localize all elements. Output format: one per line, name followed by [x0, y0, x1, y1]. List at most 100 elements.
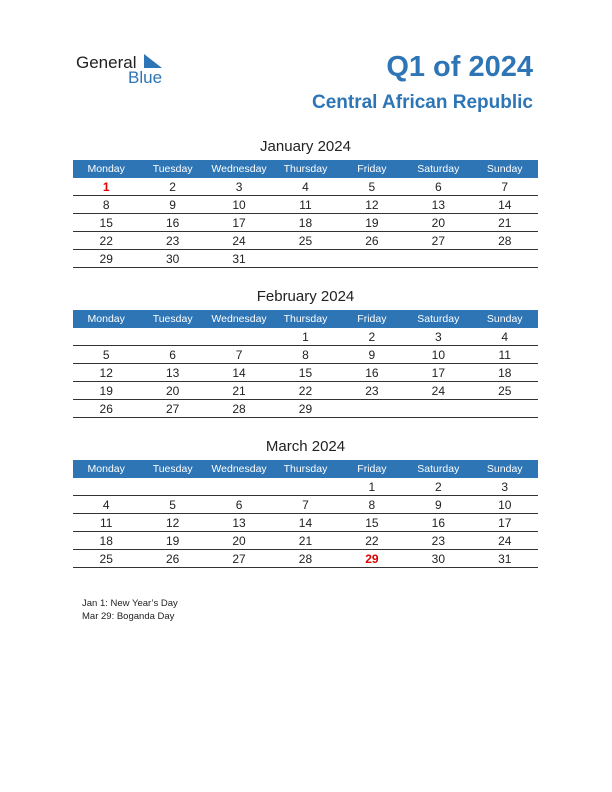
day-cell: 31 [498, 552, 512, 566]
empty-day-cell [73, 329, 139, 345]
day-cell: 2 [169, 180, 176, 194]
day-cell: 19 [165, 534, 180, 548]
day-cell: 17 [431, 366, 445, 380]
day-cell: 8 [302, 348, 309, 362]
day-cell: 15 [365, 516, 379, 530]
week-row: 18 19 20 21 22 23 24 [73, 533, 538, 550]
weekday-label: Tuesday [152, 163, 193, 175]
empty-day-cell [73, 479, 139, 495]
day-cell: 15 [298, 366, 313, 380]
day-cell: 19 [365, 216, 379, 230]
weekday-label: Thursday [283, 163, 328, 175]
day-cell: 8 [368, 498, 376, 512]
weekday-label: Monday [87, 163, 125, 175]
day-cell: 10 [498, 498, 512, 512]
day-cell: 12 [99, 366, 113, 380]
day-cell: 14 [298, 516, 313, 530]
day-cell: 22 [298, 384, 313, 398]
week-row: 1 2 3 [73, 479, 538, 496]
day-cell: 28 [498, 234, 512, 248]
empty-day-cell [405, 251, 471, 267]
day-cell: 21 [298, 534, 313, 548]
day-cell: 29 [365, 552, 379, 566]
week-row: 5 6 7 8 9 10 11 [73, 347, 538, 364]
week-row: 19 20 21 22 23 24 25 [73, 383, 538, 400]
week-row: 26 27 28 29 [73, 401, 538, 418]
day-cell: 3 [434, 330, 442, 344]
empty-day-cell [272, 479, 338, 495]
day-cell: 28 [232, 402, 246, 416]
weekday-label: Tuesday [152, 463, 193, 475]
day-cell: 6 [434, 180, 442, 194]
weekday-header: Monday Tuesday Wednesday Thursday Friday Satu… [73, 310, 538, 328]
day-cell: 14 [498, 198, 512, 212]
day-cell: 15 [99, 216, 113, 230]
day-cell: 11 [99, 516, 113, 530]
day-cell: 11 [498, 348, 511, 362]
empty-day-cell [339, 251, 405, 267]
day-cell: 13 [232, 516, 246, 530]
day-cell: 31 [232, 252, 246, 266]
day-cell: 9 [169, 198, 176, 212]
day-cell: 21 [498, 216, 512, 230]
week-row: 29 30 31 [73, 251, 538, 268]
day-cell: 13 [165, 366, 180, 380]
day-cell: 26 [165, 552, 180, 566]
day-cell: 7 [501, 180, 509, 194]
day-cell: 1 [302, 330, 309, 344]
week-row: 22 23 24 25 26 27 28 [73, 233, 538, 250]
day-cell: 24 [232, 234, 246, 248]
weekday-label: Friday [357, 163, 387, 175]
week-row: 15 16 17 18 19 20 21 [73, 215, 538, 232]
day-cell: 1 [368, 480, 376, 494]
day-cell: 5 [169, 498, 176, 512]
empty-day-cell [405, 401, 471, 417]
weekday-label: Wednesday [211, 463, 267, 475]
day-cell: 23 [165, 234, 180, 248]
weekday-label: Wednesday [211, 163, 267, 175]
day-cell: 2 [368, 330, 376, 344]
day-cell: 22 [365, 534, 379, 548]
weekday-label: Wednesday [211, 313, 267, 325]
weekday-label: Saturday [417, 163, 460, 175]
day-cell: 11 [299, 198, 312, 212]
holiday-note: Jan 1: New Year’s Day [82, 598, 178, 609]
day-cell: 20 [232, 534, 246, 548]
weekday-label: Friday [357, 463, 387, 475]
month-february: February 2024 Monday Tuesday Wednesday Thurs… [73, 287, 538, 418]
weekday-label: Friday [357, 313, 387, 325]
empty-day-cell [272, 251, 338, 267]
week-row: 1 2 3 4 [73, 329, 538, 346]
week-row: 12 13 14 15 16 17 18 [73, 365, 538, 382]
day-cell: 10 [431, 348, 445, 362]
day-cell: 25 [498, 384, 512, 398]
month-title: February 2024 [256, 288, 355, 305]
weekday-label: Thursday [283, 463, 328, 475]
day-cell: 29 [298, 402, 313, 416]
day-cell: 19 [99, 384, 113, 398]
logo-flag-icon [144, 54, 162, 68]
day-cell: 4 [501, 330, 509, 344]
day-cell: 21 [232, 384, 246, 398]
day-cell: 2 [434, 480, 442, 494]
month-march: March 2024 Monday Tuesday Wednesday Thursday… [73, 437, 538, 568]
logo-general-text: General [76, 53, 137, 72]
day-cell: 27 [165, 402, 180, 416]
weekday-header: Monday Tuesday Wednesday Thursday Friday Satu… [73, 160, 538, 178]
day-cell: 6 [235, 498, 243, 512]
week-row: 1 2 3 4 5 6 7 [73, 179, 538, 196]
day-cell: 6 [169, 348, 176, 362]
day-cell: 26 [99, 402, 113, 416]
day-cell: 30 [431, 552, 445, 566]
page-title: Q1 of 2024 [386, 51, 533, 83]
day-cell: 7 [235, 348, 243, 362]
day-cell: 24 [498, 534, 512, 548]
day-cell: 5 [102, 348, 110, 362]
weekday-label: Monday [87, 463, 125, 475]
day-cell: 4 [302, 180, 309, 194]
month-january: January 2024 Monday Tuesday Wednesday Thursd… [73, 137, 538, 268]
empty-day-cell [472, 401, 538, 417]
empty-day-cell [139, 329, 205, 345]
logo-blue-text: Blue [128, 68, 163, 87]
day-cell: 26 [365, 234, 379, 248]
